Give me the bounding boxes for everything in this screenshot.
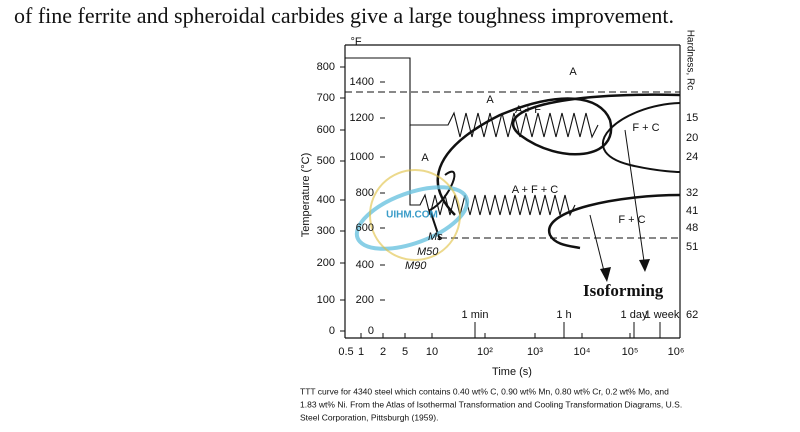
hardness-tick: 48: [686, 222, 698, 234]
fahrenheit-tick: 400: [356, 259, 374, 271]
celsius-tick: 800: [317, 61, 335, 73]
celsius-tick: 300: [317, 225, 335, 237]
fahrenheit-tick: 1200: [350, 112, 374, 124]
axis-label: Temperature (°C): [300, 153, 312, 237]
time-tick: 10⁵: [622, 346, 639, 358]
martensite-label: M90: [405, 260, 427, 272]
time-marker: 1 day: [621, 309, 648, 321]
watermark-ring: [369, 169, 461, 261]
time-marker: 1 h: [556, 309, 571, 321]
celsius-tick: 100: [317, 294, 335, 306]
header: of fine ferrite and spheroidal carbides …: [14, 3, 674, 28]
region-label: A: [569, 66, 577, 78]
fahrenheit-tick: 1400: [350, 76, 374, 88]
time-tick: 0.5: [338, 346, 353, 358]
celsius-tick: 600: [317, 124, 335, 136]
caption-line: TTT curve for 4340 steel which contains …: [300, 386, 669, 396]
fahrenheit-tick: 800: [356, 187, 374, 199]
time-tick: 10⁴: [574, 346, 591, 358]
celsius-tick: 400: [317, 194, 335, 206]
hardness-tick: 51: [686, 241, 698, 253]
hardness-tick: 32: [686, 187, 698, 199]
time-tick: 5: [402, 346, 408, 358]
region-label: F + C: [618, 214, 645, 226]
time-tick: 10: [426, 346, 438, 358]
region-label: A: [486, 94, 494, 106]
fahrenheit-tick: 1000: [350, 151, 374, 163]
celsius-tick: 0: [329, 325, 335, 337]
fahrenheit-tick: 200: [356, 294, 374, 306]
caption-line: Steel Corporation, Pittsburgh (1959).: [300, 412, 438, 422]
celsius-tick: 700: [317, 92, 335, 104]
time-marker: 1 week: [645, 309, 680, 321]
region-label: A + F: [515, 104, 541, 116]
ttt-curves: [345, 57, 681, 282]
hardness-tick: 62: [686, 309, 698, 321]
axis-label: Time (s): [492, 366, 532, 378]
time-tick: 10⁶: [668, 346, 685, 358]
fahrenheit-tick: 600: [356, 222, 374, 234]
fahrenheit-tick: 0: [368, 325, 374, 337]
region-label: F + C: [632, 122, 659, 134]
time-tick: 10³: [527, 346, 543, 358]
axis-label: Hardness, Rc: [684, 30, 695, 91]
region-label: A + F + C: [512, 184, 559, 196]
hardness-tick: 20: [686, 132, 698, 144]
hardness-tick: 15: [686, 112, 698, 124]
axis-label: °F: [350, 36, 361, 48]
martensite-label: M50: [417, 246, 439, 258]
hardness-tick: 41: [686, 205, 698, 217]
region-label: A: [421, 152, 429, 164]
annotation: Isoforming: [583, 281, 664, 300]
watermark: UIHM.COM: [386, 210, 438, 221]
time-tick: 2: [380, 346, 386, 358]
caption-line: 1.83 wt% Ni. From the Atlas of Isotherma…: [300, 399, 682, 409]
hardness-tick: 24: [686, 151, 698, 163]
celsius-tick: 500: [317, 155, 335, 167]
time-tick: 10²: [477, 346, 493, 358]
martensite-label: Ms: [428, 231, 443, 243]
celsius-tick: 200: [317, 257, 335, 269]
time-tick: 1: [358, 346, 364, 358]
time-marker: 1 min: [462, 309, 489, 321]
watermark-ring: [354, 185, 470, 251]
